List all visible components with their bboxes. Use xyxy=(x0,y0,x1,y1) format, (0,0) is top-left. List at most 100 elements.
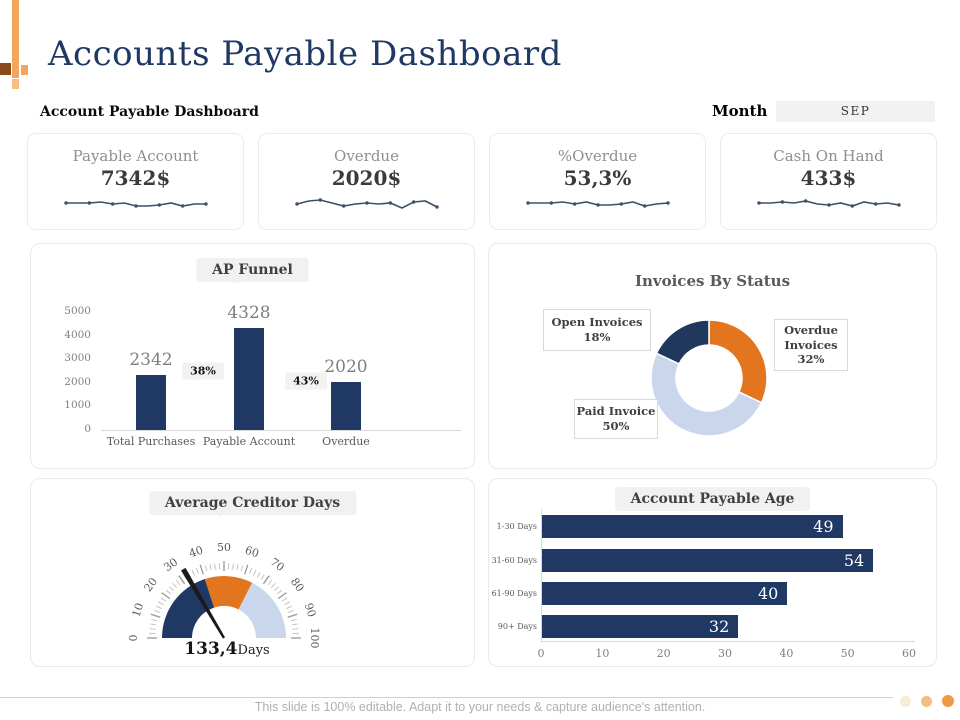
donut-label-pct: 18% xyxy=(583,330,611,344)
funnel-percent-callout: 38% xyxy=(182,362,224,381)
y-axis-tick: 5000 xyxy=(64,305,91,317)
funnel-bar-value: 2342 xyxy=(129,349,173,370)
age-bar xyxy=(542,582,788,605)
kpi-label: Overdue xyxy=(334,147,399,165)
age-bar xyxy=(542,549,874,572)
page-title: Accounts Payable Dashboard xyxy=(48,34,562,74)
kpi-value: 433$ xyxy=(800,166,857,190)
age-bar-category: 31-60 Days xyxy=(491,556,537,565)
kpi-sparkline xyxy=(63,201,208,208)
accent-bar-decoration xyxy=(12,0,19,78)
accent-square-brown xyxy=(0,63,11,75)
gauge-tick-label: 50 xyxy=(217,541,231,554)
y-axis-tick: 2000 xyxy=(64,375,91,388)
x-axis-line xyxy=(541,641,915,642)
kpi-label: Payable Account xyxy=(72,147,199,165)
funnel-bar-value: 2020 xyxy=(324,357,368,378)
x-axis-tick: 20 xyxy=(656,647,671,660)
kpi-card-overdue: Overdue 2020$ xyxy=(258,133,475,230)
kpi-label: Cash On Hand xyxy=(773,147,884,165)
x-axis-tick: 0 xyxy=(537,647,545,660)
donut-label-pct: 50% xyxy=(602,419,630,433)
accent-square-orange xyxy=(21,65,28,75)
kpi-value: 2020$ xyxy=(331,166,402,190)
footer-divider xyxy=(0,697,893,698)
x-axis-tick: 30 xyxy=(718,647,732,660)
kpi-card-payable-account: Payable Account 7342$ xyxy=(27,133,244,230)
average-creditor-days-panel: Average Creditor Days 0 10 20 30 40 50 60 70 80 9… xyxy=(30,478,475,667)
x-axis-tick: 50 xyxy=(840,647,855,660)
gauge-segment xyxy=(204,576,253,610)
invoices-by-status-title: Invoices By Status xyxy=(634,272,791,290)
age-bar-category: 61-90 Days xyxy=(491,589,537,598)
gauge-title-badge: Average Creditor Days xyxy=(148,491,357,517)
invoices-by-status-panel: Invoices By Status Open Invoices 18% Ove… xyxy=(488,243,937,469)
funnel-bar-category: Total Purchases xyxy=(106,435,196,448)
gauge-tick-label: 90 xyxy=(302,601,319,618)
payable-age-chart: 1-30 Days 49 31-60 Days 54 61-90 Days 40 90+ D… xyxy=(489,479,936,666)
payable-age-title: Account Payable Age xyxy=(630,491,795,507)
funnel-bar-category: Overdue xyxy=(322,435,370,448)
gauge-tick-label: 20 xyxy=(141,575,160,594)
gauge-tick-label: 100 xyxy=(308,628,321,649)
account-payable-age-panel: Account Payable Age 1-30 Days 49 31-60 Day… xyxy=(488,478,937,667)
x-axis-tick: 10 xyxy=(595,647,610,660)
y-axis-tick: 0 xyxy=(84,423,91,435)
kpi-card-pct-overdue: %Overdue 53,3% xyxy=(489,133,706,230)
gauge-title: Average Creditor Days xyxy=(164,495,341,511)
gauge-tick-label: 80 xyxy=(288,575,307,594)
x-axis-tick: 60 xyxy=(902,647,916,660)
funnel-bar xyxy=(331,382,361,430)
payable-age-title-badge: Account Payable Age xyxy=(614,487,811,513)
age-bar xyxy=(542,515,843,538)
kpi-card-cash-on-hand: Cash On Hand 433$ xyxy=(720,133,937,230)
donut-label-name: Open Invoices xyxy=(551,315,643,330)
ap-funnel-chart: 0 1000 2000 3000 4000 5000 2342 Total Purchases… xyxy=(31,244,474,468)
gauge-segment xyxy=(238,582,286,638)
invoices-donut-chart xyxy=(650,319,768,437)
footer-dot-light xyxy=(900,696,911,707)
ap-funnel-title-badge: AP Funnel xyxy=(196,258,309,284)
kpi-value: 7342$ xyxy=(100,166,171,190)
y-axis-tick: 4000 xyxy=(64,328,91,341)
footer-note: This slide is 100% editable. Adapt it to… xyxy=(254,700,706,714)
x-axis-tick: 40 xyxy=(779,647,794,660)
funnel-bar-value: 4328 xyxy=(227,302,271,323)
donut-label-overdue-invoices: Overdue Invoices 32% xyxy=(774,319,848,371)
donut-label-name: Paid Invoice xyxy=(576,404,656,419)
donut-slice xyxy=(655,319,710,365)
gauge-tick-label: 0 xyxy=(127,635,140,642)
age-bar-value: 49 xyxy=(813,517,834,536)
donut-slice xyxy=(650,352,763,437)
y-axis-line xyxy=(541,509,542,641)
kpi-sparkline xyxy=(756,199,901,208)
donut-label-open-invoices: Open Invoices 18% xyxy=(543,309,651,351)
funnel-bar xyxy=(136,374,166,430)
gauge-tick-label: 60 xyxy=(243,544,260,561)
age-bar-value: 54 xyxy=(843,551,865,570)
gauge-value-number: 133,4 xyxy=(184,639,238,659)
donut-label-name: Overdue Invoices xyxy=(784,322,838,352)
kpi-sparkline xyxy=(525,201,670,208)
gauge-segment xyxy=(162,579,215,638)
accent-square-light xyxy=(12,79,19,89)
donut-label-paid-invoice: Paid Invoice 50% xyxy=(574,399,658,439)
gauge-tick-label: 10 xyxy=(130,601,147,618)
age-bar-value: 32 xyxy=(708,617,730,636)
kpi-value: 53,3% xyxy=(563,166,632,190)
funnel-bar-category: Payable Account xyxy=(202,435,296,448)
month-selector[interactable]: SEP xyxy=(776,101,935,122)
funnel-percent-callout: 43% xyxy=(285,372,327,391)
gauge-value-unit: Days xyxy=(237,643,270,658)
dashboard-subtitle: Account Payable Dashboard xyxy=(40,104,259,120)
gauge-value: 133,4Days xyxy=(157,639,297,659)
kpi-label: %Overdue xyxy=(557,147,638,165)
age-bar-value: 40 xyxy=(757,584,779,603)
age-bar-category: 1-30 Days xyxy=(496,522,537,531)
y-axis-tick: 1000 xyxy=(64,399,91,412)
gauge-needle xyxy=(181,567,226,639)
x-axis-line xyxy=(101,430,461,431)
footer-dot-medium xyxy=(921,696,932,707)
month-label: Month xyxy=(712,102,768,120)
